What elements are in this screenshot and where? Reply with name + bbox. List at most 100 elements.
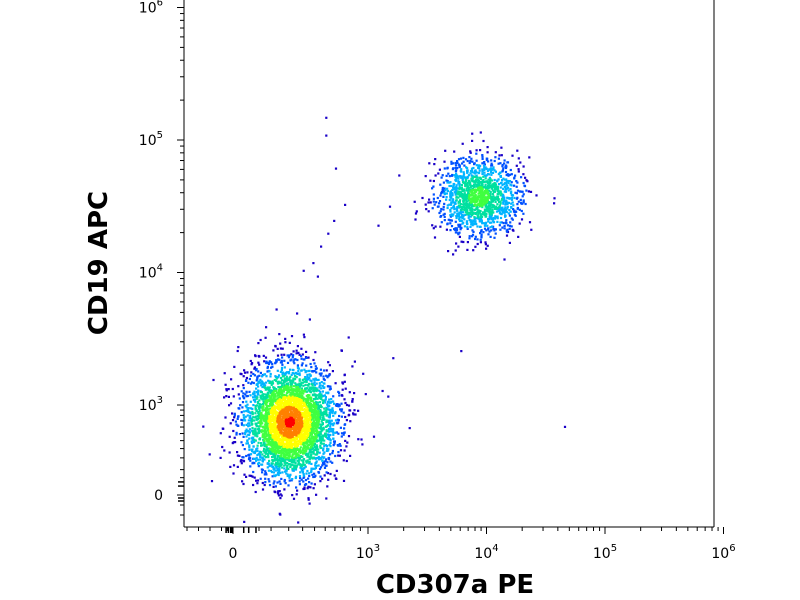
event-dot [494,170,497,173]
event-dot [263,382,266,385]
event-dot [280,423,284,426]
event-dot [485,212,488,215]
event-dot [474,222,477,225]
event-dot [297,462,300,465]
event-dot [510,205,513,209]
event-dot [513,184,516,187]
event-dot [285,466,288,469]
event-dot [240,373,243,376]
event-dot [255,479,258,482]
event-dot [257,342,260,345]
event-dot [459,176,463,179]
event-dot [266,449,269,452]
event-dot [292,391,295,394]
event-dot [491,203,494,207]
event-dot [471,160,474,163]
event-dot [333,442,336,445]
event-dot [516,149,519,152]
event-dot [256,447,259,450]
event-dot [345,445,348,448]
event-dot [504,165,507,168]
event-dot [329,423,332,426]
event-dot [261,422,264,425]
event-dot [456,215,459,218]
event-dot [246,371,249,374]
event-dot [508,241,511,244]
event-dot [275,375,278,379]
event-dot [246,442,249,445]
event-dot [500,221,503,224]
event-dot [488,230,491,233]
event-dot [466,171,469,174]
event-dot [260,420,263,424]
event-dot [490,179,494,182]
event-dot [250,440,253,443]
event-dot [437,172,440,175]
event-dot [308,418,311,421]
event-dot [339,449,343,452]
event-dot [262,354,265,357]
event-dot [280,463,283,466]
event-dot [261,407,264,410]
event-dot [431,207,434,210]
event-dot [326,385,329,388]
event-dot [483,227,487,230]
event-dot [302,389,305,393]
event-dot [272,386,275,389]
event-dot [491,211,494,214]
event-dot [499,186,502,189]
event-dot [261,468,264,471]
event-dot [462,199,465,202]
event-dot [457,177,460,180]
event-dot [446,181,449,184]
event-dot [298,458,301,461]
event-dot [485,158,488,162]
event-dot [258,415,261,418]
event-dot [285,472,288,475]
event-dot [248,428,251,431]
event-dot [241,432,244,435]
event-dot [493,169,496,172]
event-dot [491,189,494,192]
event-dot [269,389,273,392]
event-dot [287,371,291,374]
event-dot [243,397,246,400]
event-dot [310,422,313,425]
event-dot [252,372,255,376]
event-dot [269,417,272,420]
event-dot [321,412,324,415]
event-dot [254,439,257,442]
event-dot [274,474,277,477]
event-dot [306,469,309,473]
event-dot [302,419,305,422]
event-dot [290,423,293,426]
event-dot [271,449,274,452]
event-dot [278,449,281,452]
event-dots [202,116,567,524]
event-dot [312,475,315,479]
event-dot [259,403,263,406]
event-dot [311,440,315,443]
event-dot [259,437,262,440]
event-dot [323,394,327,397]
event-dot [298,480,301,483]
event-dot [486,151,489,154]
event-dot [280,438,283,441]
event-dot [310,470,313,473]
event-dot [228,404,231,407]
event-dot [270,383,273,386]
event-dot [457,212,460,215]
event-dot [348,409,351,412]
event-dot [319,466,323,469]
event-dot [274,362,277,365]
event-dot [415,210,418,213]
event-dot [510,198,514,201]
event-dot [313,413,316,416]
event-dot [302,358,305,361]
event-dot [505,219,508,222]
event-dot [481,168,484,171]
event-dot [275,359,278,362]
event-dot [275,442,278,445]
event-dot [438,211,441,215]
event-dot [439,225,442,228]
